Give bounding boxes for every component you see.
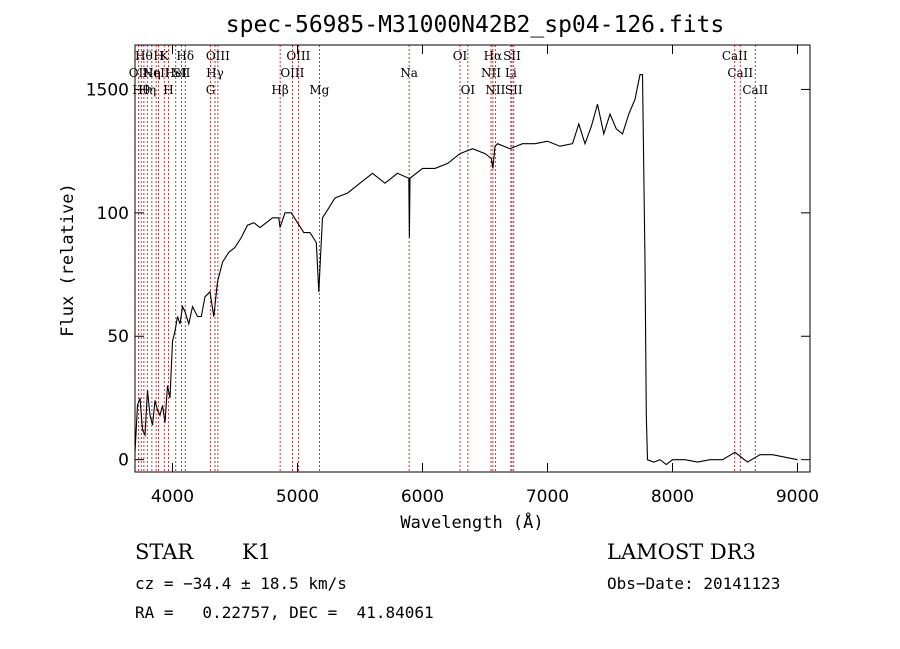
plot-frame — [134, 44, 811, 473]
marker-label: CaII — [742, 83, 768, 97]
object-subclass: K1 — [242, 540, 272, 564]
coordinates-readout: RA = 0.22757, DEC = 41.84061 — [135, 603, 434, 622]
marker-label: Na — [400, 66, 418, 80]
marker-label: G — [206, 83, 216, 97]
marker-label: Hη — [138, 83, 156, 97]
survey-name: LAMOST DR3 — [607, 540, 756, 564]
marker-label: Hα — [484, 49, 503, 63]
spectrum-chart: spec-56985-M31000N42B2_sp04-126.fits OII… — [58, 12, 819, 533]
marker-label: OII — [129, 66, 149, 80]
x-tick-label: 4000 — [151, 487, 194, 507]
marker-label: HeI — [165, 66, 188, 80]
marker-label: Hβ — [271, 83, 288, 97]
emission-line-labels: OIIHθHθHηHηNeIIHKHHeISIIHδGHγOIIIHβOIIIO… — [129, 49, 769, 97]
marker-label: Hθ — [132, 83, 150, 97]
marker-label: CaII — [722, 49, 748, 63]
marker-label: NII — [485, 83, 505, 97]
y-axis-label: Flux (relative) — [58, 183, 78, 337]
marker-label: OI — [453, 49, 468, 63]
y-tick-label: 1500 — [86, 80, 129, 100]
marker-label: Hθ — [135, 49, 153, 63]
emission-line-markers — [137, 45, 756, 472]
x-axis-ticks: 4000 5000 6000 7000 8000 9000 — [151, 45, 819, 507]
marker-label: Hγ — [206, 66, 224, 80]
x-tick-label: 9000 — [776, 487, 819, 507]
chart-title: spec-56985-M31000N42B2_sp04-126.fits — [226, 12, 725, 38]
marker-label: Hη — [143, 66, 161, 80]
marker-label: OI — [461, 83, 476, 97]
marker-label: SII — [503, 49, 521, 63]
marker-label: Hδ — [176, 49, 194, 63]
marker-label: OIII — [286, 49, 310, 63]
x-axis-label: Wavelength (Å) — [400, 511, 543, 533]
x-tick-label: 7000 — [526, 487, 569, 507]
marker-label: OIII — [206, 49, 230, 63]
y-axis-ticks: 0 50 100 1500 — [86, 80, 810, 471]
object-class: STAR — [135, 540, 194, 564]
observation-date: Obs−Date: 20141123 — [607, 574, 781, 593]
redshift-readout: cz = −34.4 ± 18.5 km/s — [135, 574, 347, 593]
marker-label: NeII — [143, 66, 170, 80]
marker-label: K — [160, 49, 170, 63]
x-tick-label: 6000 — [401, 487, 444, 507]
marker-label: NII — [481, 66, 501, 80]
x-tick-label: 8000 — [651, 487, 694, 507]
y-tick-label: 0 — [118, 451, 129, 471]
marker-label: H — [163, 83, 173, 97]
marker-label: Mg — [309, 83, 329, 97]
x-tick-label: 5000 — [276, 487, 319, 507]
marker-label: OIII — [280, 66, 304, 80]
spectrum-line — [134, 74, 798, 466]
marker-label: Li — [505, 66, 517, 80]
y-tick-label: 50 — [107, 327, 129, 347]
marker-label: H — [153, 49, 163, 63]
y-tick-label: 100 — [97, 204, 129, 224]
marker-label: SII — [505, 83, 523, 97]
marker-label: CaII — [727, 66, 753, 80]
marker-label: SII — [173, 66, 191, 80]
